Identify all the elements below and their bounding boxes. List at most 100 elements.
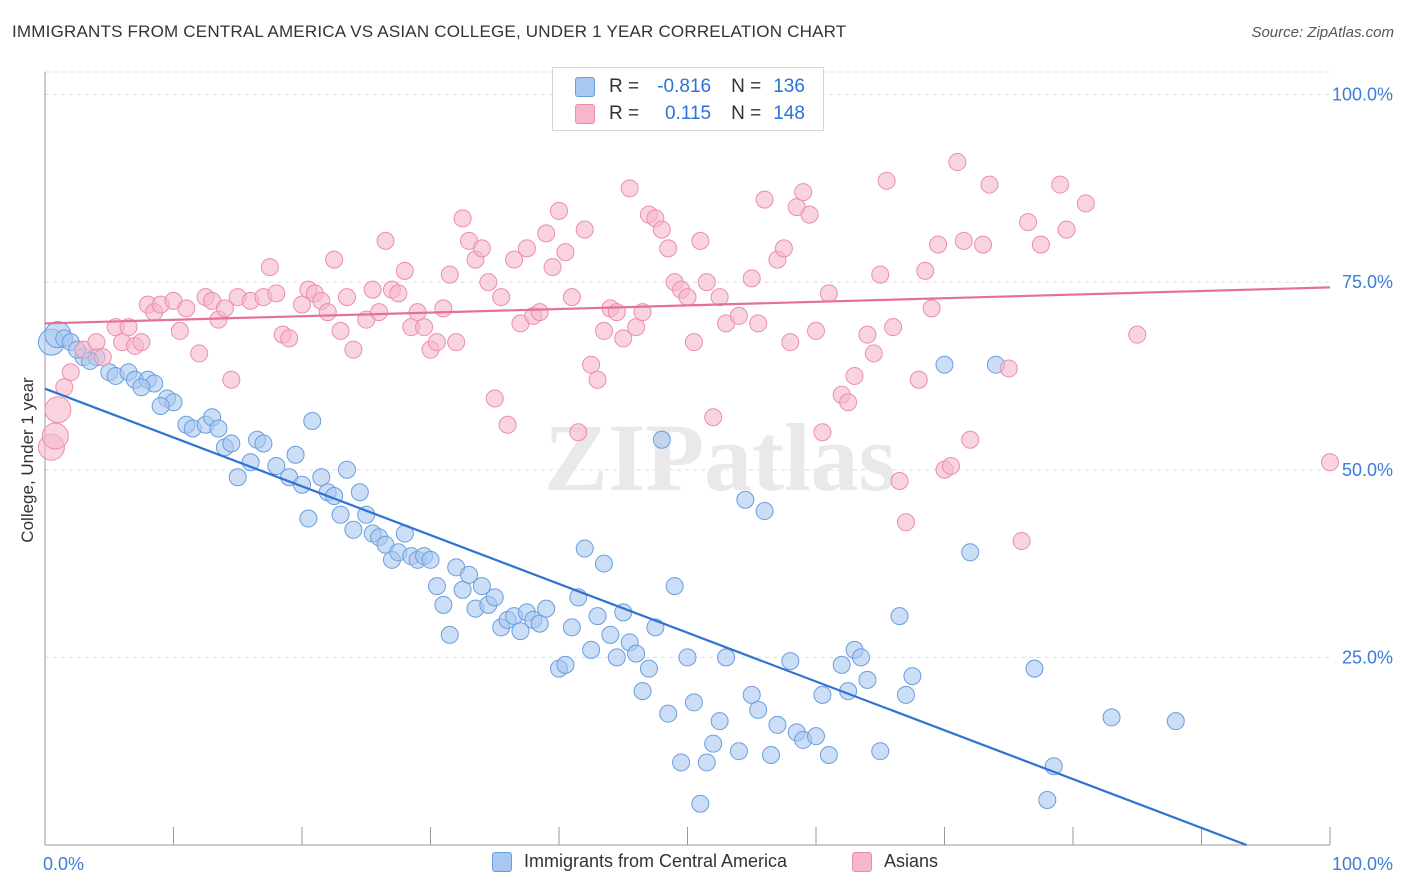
data-point-blue bbox=[299, 509, 318, 528]
data-point-pink bbox=[492, 288, 511, 307]
data-point-blue bbox=[344, 520, 363, 539]
data-point-blue bbox=[460, 565, 479, 584]
bottom-legend-label-pink: Asians bbox=[884, 851, 939, 871]
data-point-blue bbox=[935, 355, 954, 374]
data-point-pink bbox=[1057, 220, 1076, 239]
data-point-blue bbox=[858, 670, 877, 689]
data-point-blue bbox=[132, 378, 151, 397]
data-point-pink bbox=[1051, 175, 1070, 194]
data-point-blue bbox=[286, 445, 305, 464]
data-point-pink bbox=[260, 258, 279, 277]
data-point-blue bbox=[1038, 790, 1057, 809]
data-point-blue bbox=[337, 460, 356, 479]
data-point-pink bbox=[485, 389, 504, 408]
data-point-blue bbox=[434, 595, 453, 614]
data-point-pink bbox=[569, 423, 588, 442]
data-point-pink bbox=[61, 363, 80, 382]
data-point-blue bbox=[562, 618, 581, 637]
data-point-blue bbox=[331, 505, 350, 524]
data-point-pink bbox=[447, 333, 466, 352]
data-point-blue bbox=[1102, 708, 1121, 727]
data-point-pink bbox=[961, 430, 980, 449]
data-point-blue bbox=[241, 453, 260, 472]
data-point-blue bbox=[652, 430, 671, 449]
data-point-pink bbox=[594, 321, 613, 340]
data-point-pink bbox=[974, 235, 993, 254]
data-point-blue bbox=[749, 700, 768, 719]
data-point-pink bbox=[691, 231, 710, 250]
y-tick-label: 75.0% bbox=[1342, 272, 1393, 292]
data-point-blue bbox=[729, 742, 748, 761]
data-point-pink bbox=[729, 306, 748, 325]
data-point-pink bbox=[395, 261, 414, 280]
data-point-pink bbox=[652, 220, 671, 239]
data-point-pink bbox=[1012, 532, 1031, 551]
data-point-blue bbox=[710, 712, 729, 731]
data-point-pink bbox=[858, 325, 877, 344]
legend-r-value: 0.115 bbox=[664, 103, 712, 124]
data-point-pink bbox=[1076, 194, 1095, 213]
data-point-pink bbox=[704, 408, 723, 427]
data-point-pink bbox=[222, 370, 241, 389]
data-point-pink bbox=[941, 457, 960, 476]
data-point-pink bbox=[684, 333, 703, 352]
legend-n-label: N = bbox=[731, 103, 762, 124]
chart-title: IMMIGRANTS FROM CENTRAL AMERICA VS ASIAN… bbox=[12, 22, 847, 41]
data-point-pink bbox=[896, 513, 915, 532]
data-point-pink bbox=[280, 329, 299, 348]
data-point-pink bbox=[479, 273, 498, 292]
data-point-pink bbox=[813, 423, 832, 442]
source-label: Source: ZipAtlas.com bbox=[1251, 24, 1394, 41]
data-point-blue bbox=[684, 693, 703, 712]
data-point-pink bbox=[845, 366, 864, 385]
data-point-blue bbox=[472, 577, 491, 596]
trend-line-blue bbox=[44, 387, 1247, 847]
data-point-pink bbox=[530, 303, 549, 322]
data-point-blue bbox=[485, 588, 504, 607]
data-point-pink bbox=[325, 250, 344, 269]
data-point-pink bbox=[337, 288, 356, 307]
data-point-pink bbox=[132, 333, 151, 352]
data-point-pink bbox=[839, 393, 858, 412]
data-point-pink bbox=[87, 333, 106, 352]
data-point-blue bbox=[1025, 659, 1044, 678]
data-point-pink bbox=[1019, 213, 1038, 232]
data-point-blue bbox=[736, 490, 755, 509]
data-point-pink bbox=[980, 175, 999, 194]
data-point-blue bbox=[819, 745, 838, 764]
data-point-blue bbox=[254, 434, 273, 453]
data-point-pink bbox=[774, 239, 793, 258]
legend-r-label: R = bbox=[609, 103, 640, 124]
data-point-blue bbox=[228, 468, 247, 487]
legend-n-label: N = bbox=[731, 76, 762, 97]
data-point-pink bbox=[550, 201, 568, 220]
data-point-pink bbox=[215, 299, 234, 318]
legend-n-value: 148 bbox=[773, 103, 805, 124]
data-point-blue bbox=[691, 794, 710, 813]
bottom-legend-swatch-blue bbox=[492, 851, 512, 872]
data-point-blue bbox=[807, 727, 825, 746]
legend-row-pink: R = 0.115 N = 148 bbox=[575, 101, 805, 127]
data-point-blue bbox=[312, 468, 331, 487]
data-point-pink bbox=[582, 355, 601, 374]
data-point-blue bbox=[222, 434, 241, 453]
data-point-blue bbox=[768, 715, 787, 734]
data-point-pink bbox=[614, 329, 633, 348]
data-point-pink bbox=[890, 472, 909, 491]
legend-r-value: -0.816 bbox=[657, 76, 712, 97]
data-point-pink bbox=[864, 344, 883, 363]
data-point-pink bbox=[588, 370, 607, 389]
data-point-blue bbox=[601, 625, 620, 644]
data-point-pink bbox=[627, 318, 646, 337]
data-point-pink bbox=[177, 299, 196, 318]
data-point-pink bbox=[755, 190, 774, 209]
data-point-pink bbox=[537, 224, 556, 243]
bottom-legend-blue: Immigrants from Central America bbox=[492, 851, 787, 872]
data-point-pink bbox=[543, 258, 562, 277]
data-point-pink bbox=[363, 280, 382, 299]
data-point-pink bbox=[472, 239, 491, 258]
data-point-blue bbox=[627, 644, 646, 663]
data-point-blue bbox=[575, 539, 594, 558]
data-point-pink bbox=[344, 340, 363, 359]
